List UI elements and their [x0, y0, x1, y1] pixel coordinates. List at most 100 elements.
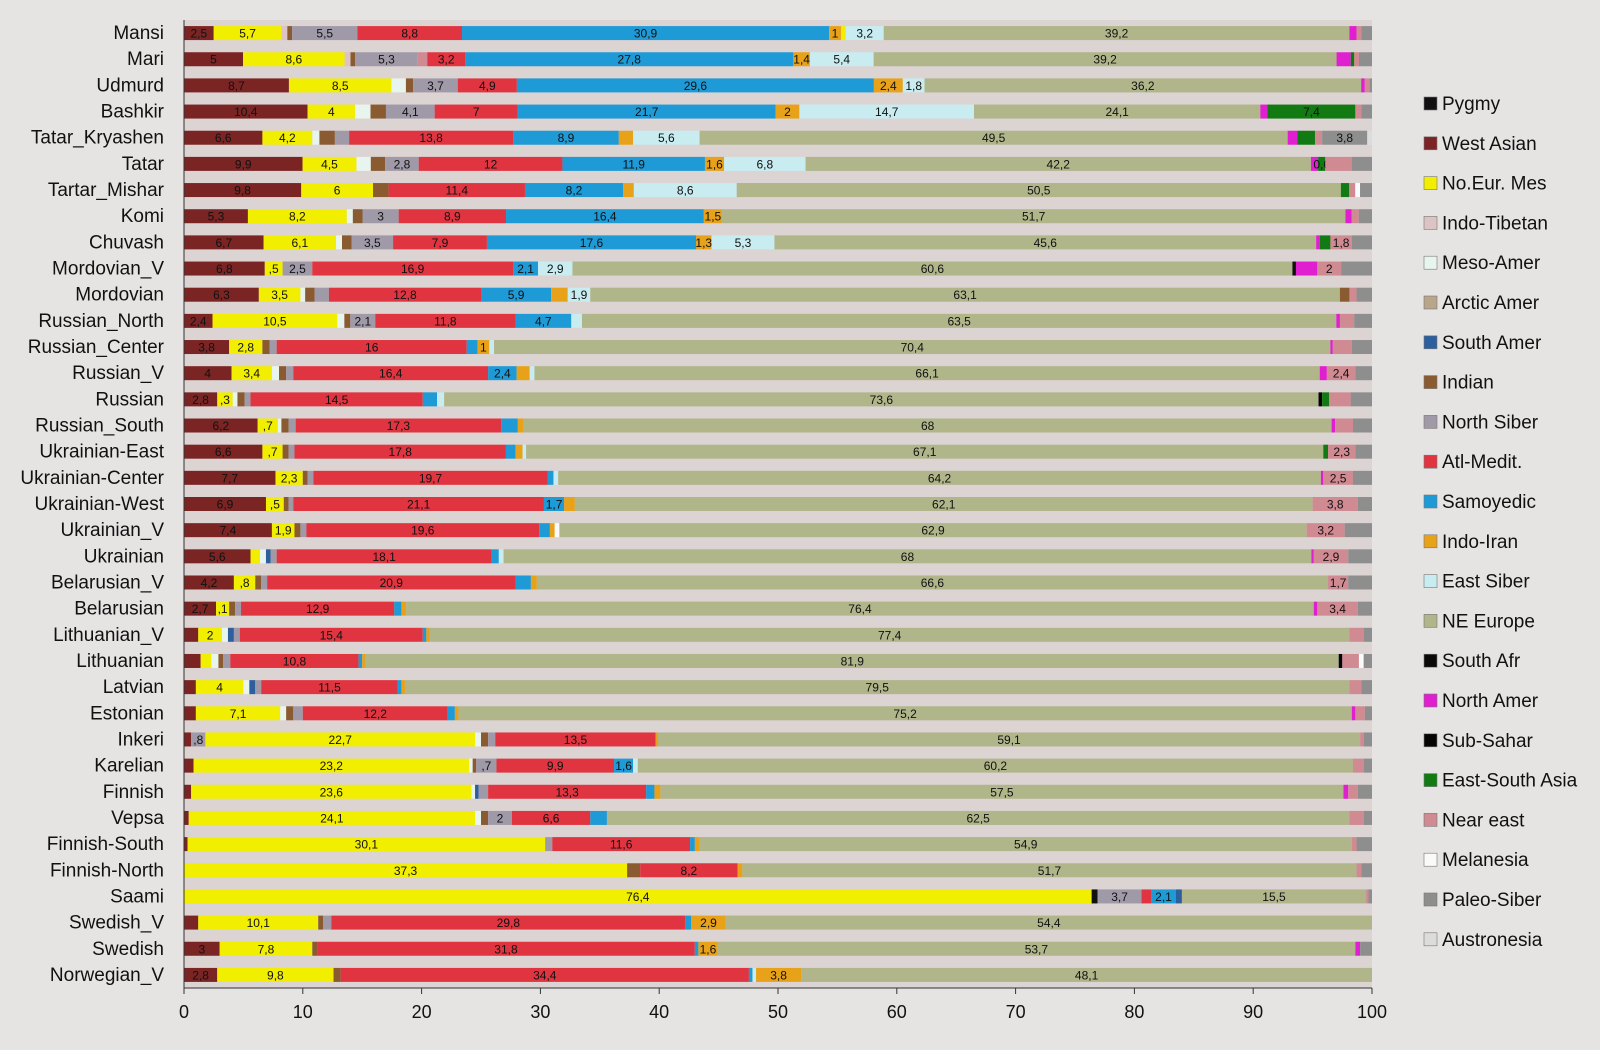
data-label: 5,3: [208, 210, 225, 224]
bar-segment-atl-medit: [496, 758, 615, 773]
data-label: 76,4: [848, 602, 872, 616]
bar-row-bashkir: Bashkir 10,4 4 4,1 7 21,7 2 14,7 24,1 7,4: [101, 102, 1372, 123]
category-label: Russian: [95, 389, 164, 410]
bar-row-russian-south: Russian_South 6,2 ,7 17,3 68: [35, 416, 1372, 437]
data-label: 16: [365, 341, 379, 355]
data-label: 16,4: [593, 210, 617, 224]
data-label: 5: [210, 53, 217, 67]
bar-segment-no-eur-mes: [188, 810, 476, 825]
bar-row-finnish-south: Finnish-South 30,1 11,6 54,9: [47, 834, 1372, 855]
category-label: Komi: [121, 206, 164, 227]
bar-segment-samoyedic: [547, 470, 554, 485]
bar-row-udmurd: Udmurd 8,7 8,5 3,7 4,9 29,6 2,4 1,8 36,2: [96, 75, 1372, 96]
legend-label-north-amer: North Amer: [1442, 691, 1539, 712]
data-label: 22,7: [329, 733, 353, 747]
bar-segment-indo-iran: [517, 418, 524, 433]
bar-segment-ne-europe: [444, 392, 1319, 407]
bar-segment-ne-europe: [658, 732, 1361, 747]
bar-segment-samoyedic: [422, 392, 438, 407]
data-label: 1,4: [793, 53, 810, 67]
data-label: 5,7: [239, 27, 256, 41]
data-label: 12,9: [306, 602, 330, 616]
bar-segment-paleo-siber: [1351, 340, 1372, 355]
bar-segment-north-siber: [355, 52, 418, 67]
bar-segment-samoyedic: [539, 523, 550, 538]
bar-segment-pygmy: [1292, 261, 1296, 276]
bar-segment-west-asian: [184, 366, 232, 381]
bar-segment-paleo-siber: [1369, 78, 1372, 93]
bar-segment-indian: [1339, 287, 1350, 302]
bar-segment-meso-amer: [336, 235, 343, 250]
data-label: 31,8: [494, 942, 518, 956]
bar-segment-samoyedic: [524, 183, 624, 198]
bar-segment-north-siber: [270, 549, 277, 564]
bar-segment-no-eur-mes: [198, 915, 319, 930]
data-label: 63,1: [953, 288, 977, 302]
bar-segment-paleo-siber: [1356, 837, 1372, 852]
bar-segment-east-south-asia: [1323, 444, 1329, 459]
bar-segment-east-siber: [633, 758, 638, 773]
bar-segment-atl-medit: [293, 497, 544, 511]
data-label: 3,5: [271, 288, 288, 302]
bar-segment-indian: [481, 810, 489, 825]
bar-row-ukrainian: Ukrainian 5,6 18,1 68 2,9: [84, 546, 1372, 567]
bar-segment-samoyedic: [515, 575, 531, 590]
data-label: 1,3: [695, 236, 712, 250]
bar-segment-meso-amer: [337, 313, 345, 328]
data-label: 12: [484, 157, 498, 171]
data-label: 42,2: [1047, 157, 1071, 171]
bar-segment-indian: [279, 366, 287, 381]
bar-segment-west-asian: [184, 392, 218, 407]
bar-segment-ne-europe: [924, 78, 1362, 93]
x-tick-label: 30: [530, 1002, 550, 1022]
bar-segment-indo-iran: [696, 235, 712, 250]
bar-segment-atl-medit: [488, 784, 647, 799]
bar-segment-east-south-asia: [1350, 52, 1355, 67]
data-label: 64,2: [928, 471, 952, 485]
data-label: 6: [334, 184, 341, 198]
data-label: 5,3: [735, 236, 752, 250]
bar-segment-ne-europe: [503, 549, 1312, 564]
data-label: 1,8: [905, 79, 922, 93]
legend-swatch-arctic-amer: [1423, 295, 1438, 310]
bar-segment-samoyedic: [397, 680, 402, 695]
data-label: 4,5: [321, 157, 338, 171]
bar-segment-samoyedic: [690, 837, 695, 852]
bar-row-karelian: Karelian 23,2 ,7 9,9 1,6 60,2: [94, 756, 1372, 777]
data-label: 2: [784, 105, 791, 119]
bar-segment-east-siber: [538, 261, 573, 276]
data-label: 5,5: [316, 27, 333, 41]
data-label: 6,6: [543, 811, 560, 825]
bar-segment-atl-medit: [357, 26, 462, 41]
data-label: 1,8: [1333, 236, 1350, 250]
bar-segment-near-east: [1317, 261, 1342, 276]
legend-swatch-sub-sahar: [1423, 733, 1438, 748]
bar-segment-west-asian: [184, 941, 220, 956]
x-tick-label: 100: [1357, 1002, 1387, 1022]
category-label: Udmurd: [96, 75, 164, 96]
bar-segment-ne-europe: [365, 653, 1339, 668]
bar-segment-near-east: [1349, 810, 1364, 825]
bar-row-russian-v: Russian_V 4 3,4 16,4 2,4 66,1 2,4: [72, 363, 1372, 384]
legend-label-near-east: Near east: [1442, 810, 1525, 831]
bar-segment-atl-medit: [434, 104, 518, 119]
bar-row-ukrainian-v: Ukrainian_V 7,4 1,9 19,6 62,9 3,2: [61, 520, 1372, 541]
data-label: 8,7: [228, 79, 245, 93]
bar-segment-atl-medit: [294, 444, 506, 459]
bar-segment-paleo-siber: [1322, 130, 1368, 145]
bar-segment-west-asian: [184, 784, 192, 799]
bar-segment-north-amer: [1336, 313, 1340, 328]
data-label: 6,1: [291, 236, 308, 250]
data-label: 3,2: [1317, 524, 1334, 538]
bar-row-tatar-kryashen: Tatar_Kryashen 6,6 4,2 13,8 8,9 5,6 49,5 3,8: [31, 128, 1372, 149]
data-label: 5,9: [508, 288, 525, 302]
bar-segment-near-east: [1314, 130, 1323, 145]
data-label: 6,3: [213, 288, 230, 302]
bar-segment-melanesia: [1358, 653, 1364, 668]
data-label: 2,9: [700, 916, 717, 930]
bar-segment-no-eur-mes: [257, 418, 278, 433]
bar-segment-atl-medit: [393, 235, 487, 250]
bar-segment-north-siber: [350, 313, 376, 328]
bar-segment-samoyedic: [516, 78, 874, 93]
category-label: Russian_South: [35, 416, 164, 437]
